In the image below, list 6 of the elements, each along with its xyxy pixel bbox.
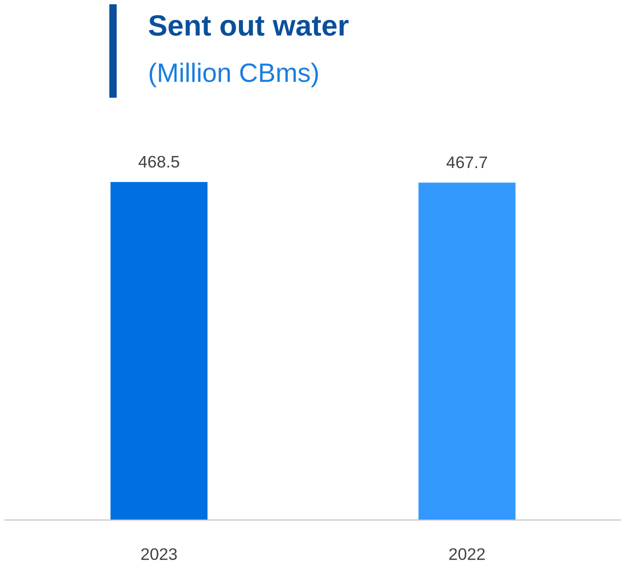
x-tick-label: 2023: [141, 548, 177, 560]
x-tick-label: 2022: [449, 548, 485, 560]
chart-title: Sent out water: [148, 15, 349, 36]
data-label: 468.5: [138, 156, 180, 168]
chart-subtitle: (Million CBms): [150, 62, 318, 88]
data-label: 467.7: [446, 156, 488, 168]
